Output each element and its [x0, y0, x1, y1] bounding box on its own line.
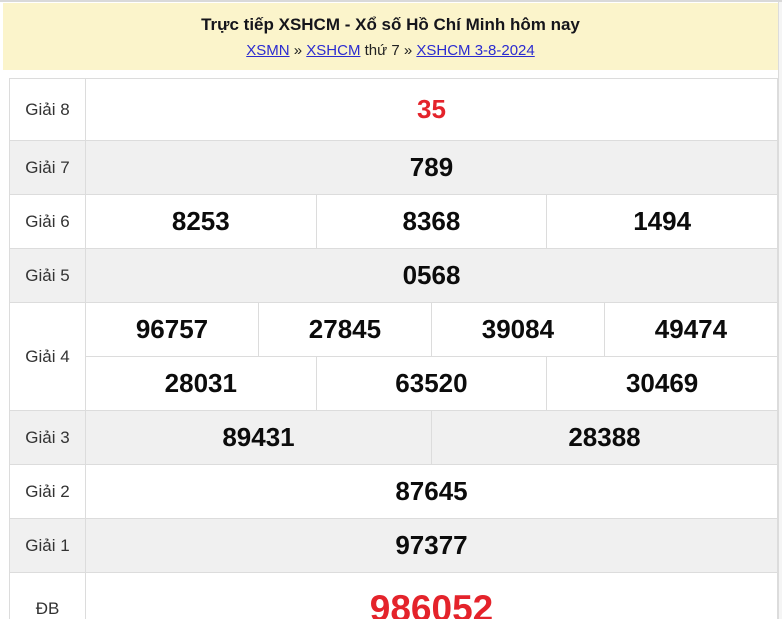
prize-label: ĐB: [9, 572, 86, 619]
prize-label: Giải 6: [9, 194, 86, 249]
prize-number: 27845: [257, 302, 432, 357]
prize-number: 89431: [85, 410, 432, 465]
breadcrumb-separator: »: [293, 42, 303, 59]
scrollbar-track[interactable]: [778, 2, 782, 619]
prize-number: 87645: [85, 464, 778, 519]
prize-row: Giải 4 96757 27845 39084 49474: [9, 302, 779, 411]
prize-number: 8253: [85, 194, 317, 249]
prize-label: Giải 3: [9, 410, 86, 465]
prize-number: 39084: [430, 302, 605, 357]
prize-row: 28031 63520 30469: [10, 356, 778, 411]
results-table-body: Giải 8 35 Giải 7 789 Giải 6 8253 8368 1494 Giải …: [9, 78, 779, 619]
breadcrumb-separator: »: [403, 42, 413, 59]
window-top-edge: [0, 0, 782, 2]
prize-number: 96757: [85, 302, 259, 357]
breadcrumb-link-xshcm[interactable]: XSHCM: [306, 42, 361, 59]
prize-row: Giải 5 0568: [9, 248, 778, 303]
page-header: Trực tiếp XSHCM - Xổ số Hồ Chí Minh hôm …: [3, 3, 778, 70]
prize-number: 63520: [315, 356, 548, 411]
prize-number: 986052: [85, 572, 778, 619]
breadcrumb: XSMN » XSHCM thứ 7 » XSHCM 3-8-2024: [11, 42, 770, 59]
results-table: Giải 8 35 Giải 7 789 Giải 6 8253 8368 1494 Giải …: [9, 78, 779, 619]
prize-number: 49474: [603, 302, 779, 357]
prize-number: 8368: [315, 194, 548, 249]
prize-number: 97377: [85, 518, 778, 573]
prize-row: Giải 2 87645: [9, 464, 778, 519]
breadcrumb-link-xsmn[interactable]: XSMN: [246, 42, 290, 59]
prize-label: Giải 2: [9, 464, 86, 519]
prize-number: 1494: [546, 194, 778, 249]
prize-number: 30469: [546, 356, 778, 411]
prize-row: Giải 7 789: [9, 140, 778, 195]
prize-number: 789: [85, 140, 778, 195]
prize-number: 28031: [85, 356, 317, 411]
prize-row: Giải 3 89431 28388: [9, 410, 779, 465]
prize-label: Giải 7: [9, 140, 86, 195]
prize-row: Giải 6 8253 8368 1494: [9, 194, 778, 249]
breadcrumb-weekday-text: thứ 7: [364, 42, 400, 59]
prize-row: Giải 8 35: [9, 78, 778, 141]
prize-row: ĐB 986052: [9, 572, 778, 619]
prize-number: 35: [85, 78, 778, 141]
prize-label: Giải 5: [9, 248, 86, 303]
prize-label: Giải 4: [9, 302, 86, 411]
prize-label: Giải 8: [9, 78, 86, 141]
page-title: Trực tiếp XSHCM - Xổ số Hồ Chí Minh hôm …: [201, 15, 580, 34]
prize-number: 0568: [85, 248, 778, 303]
results-table-container: Giải 8 35 Giải 7 789 Giải 6 8253 8368 1494 Giải …: [9, 78, 779, 619]
breadcrumb-link-date[interactable]: XSHCM 3-8-2024: [416, 42, 535, 59]
prize-row: Giải 1 97377: [9, 518, 778, 573]
prize-label: Giải 1: [9, 518, 86, 573]
prize-number: 28388: [430, 410, 779, 465]
